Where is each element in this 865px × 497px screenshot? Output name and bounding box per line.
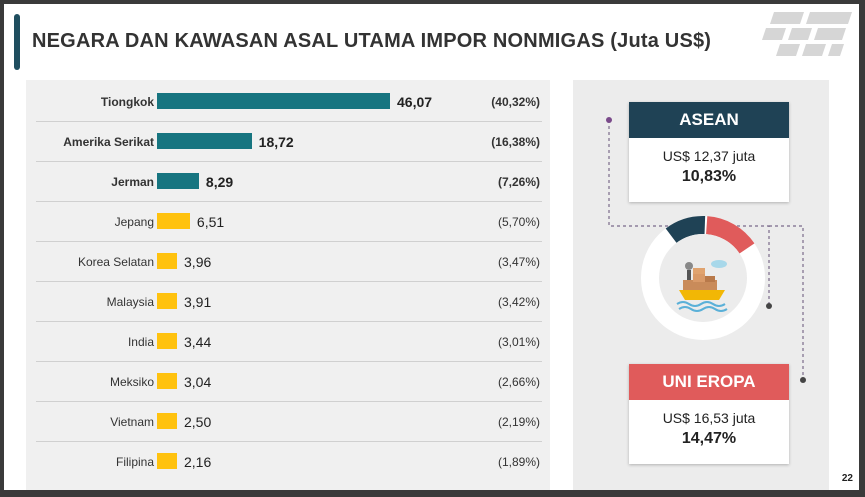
row-divider xyxy=(36,361,542,362)
eu-connector-dot xyxy=(800,377,806,383)
asean-card: ASEAN US$ 12,37 juta 10,83% xyxy=(629,102,789,202)
region-summary-panel: ASEAN US$ 12,37 juta 10,83% xyxy=(573,80,829,490)
category-label: Vietnam xyxy=(110,415,154,429)
chart-row: Jepang 6,51 (5,70%) xyxy=(26,202,550,242)
chart-row: Jerman 8,29 (7,26%) xyxy=(26,162,550,202)
row-divider xyxy=(36,401,542,402)
row-divider xyxy=(36,161,542,162)
value-bar xyxy=(157,373,177,389)
category-label: Korea Selatan xyxy=(77,255,154,269)
value-label: 3,96 xyxy=(184,254,212,270)
eu-title: UNI EROPA xyxy=(629,364,789,400)
category-label: Jepang xyxy=(114,215,154,229)
category-label: Filipina xyxy=(115,455,154,469)
share-label: (2,66%) xyxy=(497,375,540,389)
page-title: NEGARA DAN KAWASAN ASAL UTAMA IMPOR NONM… xyxy=(32,30,712,52)
row-divider xyxy=(36,241,542,242)
chart-row: Amerika Serikat 18,72 (16,38%) xyxy=(26,122,550,162)
value-label: 3,44 xyxy=(184,334,212,350)
import-origin-chart: Tiongkok 46,07 (40,32%) Amerika Serikat 18,7… xyxy=(26,80,550,490)
value-label: 8,29 xyxy=(205,174,234,190)
value-bar xyxy=(157,293,177,309)
row-divider xyxy=(36,121,542,122)
category-label: Amerika Serikat xyxy=(63,135,154,149)
value-bar xyxy=(157,133,252,149)
value-bar xyxy=(157,453,177,469)
value-label: 2,50 xyxy=(184,414,212,430)
chart-row: India 3,44 (3,01%) xyxy=(26,322,550,362)
row-divider xyxy=(36,441,542,442)
asean-share-segment xyxy=(665,216,706,243)
value-bar xyxy=(157,93,390,109)
share-label: (3,47%) xyxy=(497,255,540,269)
eu-connector xyxy=(769,225,804,380)
asean-connector-dot xyxy=(606,117,612,123)
value-bar xyxy=(157,173,199,189)
share-label: (16,38%) xyxy=(491,135,540,149)
share-label: (40,32%) xyxy=(491,95,540,109)
value-bar xyxy=(157,333,177,349)
value-label: 3,91 xyxy=(184,294,212,310)
category-label: Jerman xyxy=(111,175,154,189)
category-label: Tiongkok xyxy=(100,95,154,109)
row-divider xyxy=(36,321,542,322)
chart-row: Malaysia 3,91 (3,42%) xyxy=(26,282,550,322)
value-label: 18,72 xyxy=(258,134,294,150)
value-bar xyxy=(157,213,190,229)
asean-share: 10,83% xyxy=(681,168,737,185)
eu-card: UNI EROPA US$ 16,53 juta 14,47% xyxy=(629,364,789,464)
page-number: 22 xyxy=(841,473,853,484)
value-label: 3,04 xyxy=(184,374,212,390)
share-label: (3,42%) xyxy=(497,295,540,309)
value-label: 2,16 xyxy=(184,454,212,470)
eu-value: US$ 16,53 juta xyxy=(662,410,756,426)
category-label: India xyxy=(127,335,154,349)
chart-row: Tiongkok 46,07 (40,32%) xyxy=(26,82,550,122)
asean-value: US$ 12,37 juta xyxy=(662,148,756,164)
value-bar xyxy=(157,413,177,429)
eu-share-segment xyxy=(706,216,755,254)
share-label: (2,19%) xyxy=(497,415,540,429)
chart-row: Meksiko 3,04 (2,66%) xyxy=(26,362,550,402)
share-label: (1,89%) xyxy=(497,455,540,469)
row-divider xyxy=(36,201,542,202)
chart-row: Vietnam 2,50 (2,19%) xyxy=(26,402,550,442)
slide: NEGARA DAN KAWASAN ASAL UTAMA IMPOR NONM… xyxy=(4,4,859,490)
logo-icon xyxy=(762,12,852,56)
ring-connector-dot xyxy=(766,303,772,309)
category-label: Meksiko xyxy=(109,375,154,389)
eu-share: 14,47% xyxy=(681,430,737,447)
value-label: 6,51 xyxy=(196,214,225,230)
value-label: 46,07 xyxy=(397,94,433,110)
chart-row: Filipina 2,16 (1,89%) xyxy=(26,442,550,482)
share-label: (7,26%) xyxy=(497,175,540,189)
share-label: (3,01%) xyxy=(497,335,540,349)
cargo-ship-icon xyxy=(676,260,728,312)
category-label: Malaysia xyxy=(106,295,154,309)
row-divider xyxy=(36,281,542,282)
title-accent-bar xyxy=(14,14,20,70)
value-bar xyxy=(157,253,178,269)
chart-row: Korea Selatan 3,96 (3,47%) xyxy=(26,242,550,282)
share-label: (5,70%) xyxy=(497,215,540,229)
share-donut xyxy=(641,216,765,340)
asean-title: ASEAN xyxy=(629,102,789,138)
